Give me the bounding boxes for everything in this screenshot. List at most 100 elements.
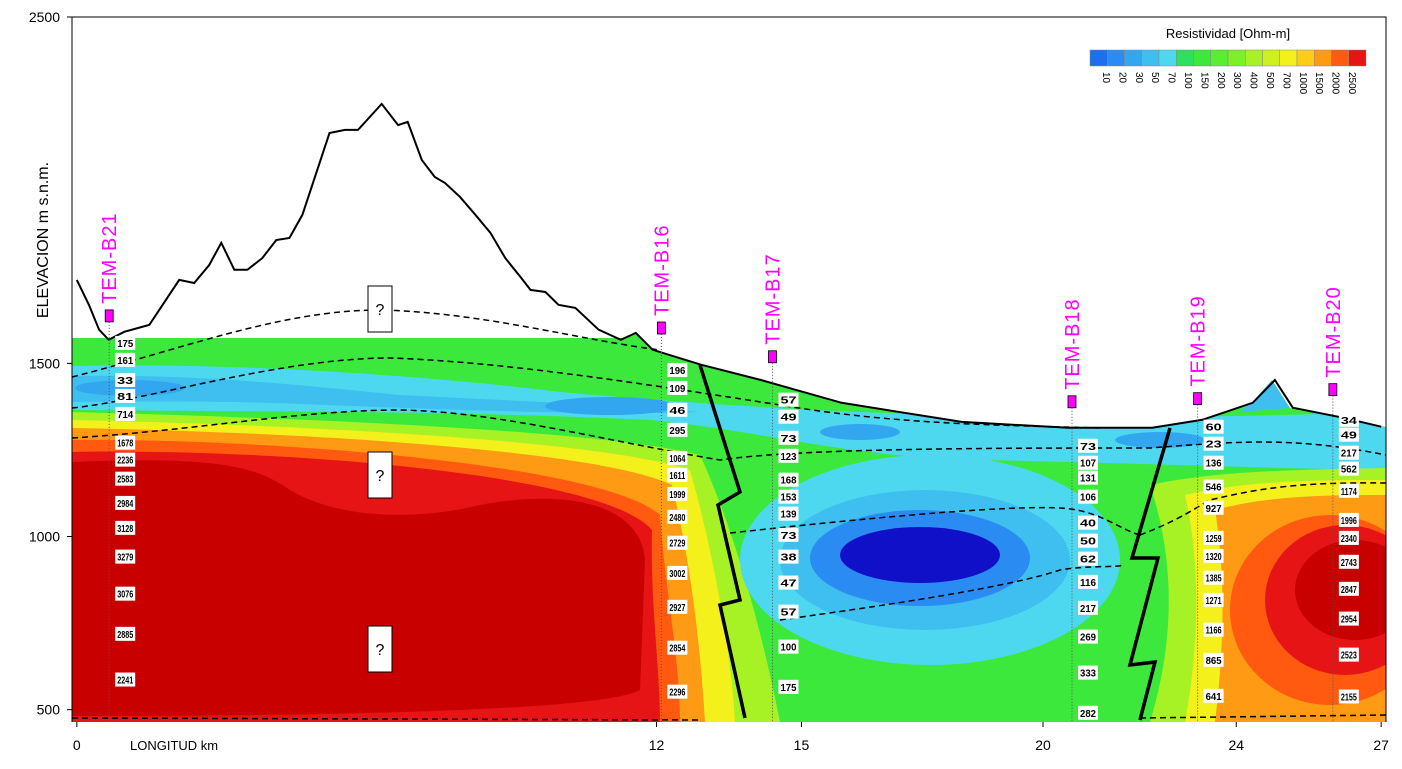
colorbar-tick-label: 1500 [1313, 72, 1324, 95]
value-box [667, 565, 688, 580]
colorbar-tick-label: 10 [1100, 72, 1111, 84]
value-box [667, 422, 688, 437]
station: TEM-B16 196 109 46 295 1064 1611 1999 2480 2729 30… [651, 225, 688, 722]
value-box [778, 472, 799, 487]
station: TEM-B21 175 161 33 81 714 1678 2236 2583 2984 3128… [99, 212, 136, 722]
value-label: 2743 [1341, 558, 1357, 569]
value-label: 23 [1206, 440, 1223, 451]
value-box [1203, 652, 1224, 667]
value-label: 1271 [1206, 596, 1222, 607]
value-label: 107 [1080, 459, 1096, 470]
value-box [778, 409, 799, 424]
value-box [667, 402, 688, 417]
value-box [1338, 581, 1359, 596]
x-axis-label: LONGITUD km [130, 738, 218, 753]
value-label: 73 [780, 434, 797, 445]
fault-line [698, 364, 747, 719]
x-tick-label: 27 [1373, 737, 1389, 753]
value-label: 2236 [117, 456, 133, 467]
colorbar-swatch [1348, 49, 1367, 67]
annotation: ? [376, 302, 385, 319]
value-label: 1166 [1206, 626, 1222, 637]
faults [698, 364, 1172, 721]
value-box [667, 509, 688, 524]
value-label: 175 [117, 339, 133, 350]
x-tick-label: 20 [1035, 737, 1051, 753]
value-box [115, 372, 136, 387]
value-box [1077, 489, 1098, 504]
value-box [1203, 419, 1224, 434]
colorbar-tick-label: 200 [1215, 72, 1226, 89]
value-box [778, 506, 799, 521]
station-marker [656, 321, 666, 335]
value-label: 116 [1080, 578, 1096, 589]
station-marker [768, 350, 777, 364]
station-marker [104, 309, 114, 323]
boundary-line [71, 357, 1101, 429]
value-box [115, 352, 136, 367]
section-fill [1115, 432, 1205, 448]
value-label: 40 [1080, 519, 1097, 530]
x-tick-label: 12 [649, 737, 665, 753]
section-fill [1240, 380, 1290, 412]
colorbar-tick-label: 50 [1149, 72, 1160, 84]
value-label: 2847 [1341, 585, 1357, 596]
value-label: 2340 [1341, 534, 1357, 545]
value-box [1203, 455, 1224, 470]
boundary-line [71, 409, 1387, 461]
colorbar-swatch [1124, 49, 1142, 67]
value-label: 2954 [1341, 615, 1357, 626]
value-box [1077, 600, 1098, 615]
value-label: 217 [1080, 604, 1096, 615]
value-label: 175 [780, 683, 796, 694]
colorbar-tick-label: 2000 [1330, 72, 1341, 95]
station-label: TEM-B19 [1188, 295, 1210, 386]
resistivity-section [72, 333, 1386, 722]
value-label: 153 [780, 493, 796, 504]
value-box [667, 640, 688, 655]
colorbar-swatch [1227, 49, 1246, 67]
value-label: 3002 [669, 569, 685, 580]
value-box [667, 362, 688, 377]
value-label: 1385 [1206, 574, 1222, 585]
value-label: 1999 [669, 490, 685, 501]
value-label: 2927 [669, 603, 685, 614]
y-tick-label: 500 [37, 702, 61, 718]
value-label: 100 [780, 643, 796, 654]
value-box [115, 435, 136, 450]
value-box [1077, 629, 1098, 644]
value-box [778, 489, 799, 504]
boundary-line [779, 564, 1126, 621]
value-label: 57 [780, 396, 797, 407]
value-label: 33 [117, 376, 134, 387]
value-label: 2523 [1341, 651, 1357, 662]
value-box [1077, 515, 1098, 530]
station: TEM-B18 73 107 131 106 40 50 62 116 217 269 333 282 [1062, 298, 1098, 722]
value-label: 546 [1206, 483, 1222, 494]
value-label: 333 [1080, 669, 1096, 680]
value-label: 168 [780, 476, 796, 487]
value-label: 282 [1080, 709, 1096, 720]
colorbar-tick-label: 70 [1166, 72, 1177, 84]
value-box [1338, 689, 1359, 704]
value-box [115, 335, 136, 350]
value-label: 123 [780, 452, 796, 463]
boundary-line [71, 714, 1387, 721]
value-box [778, 527, 799, 542]
value-box [1338, 445, 1359, 460]
value-label: 49 [780, 413, 797, 424]
station-label: TEM-B20 [1323, 286, 1345, 377]
value-label: 57 [780, 608, 797, 619]
colorbar-title: Resistividad [Ohm-m] [1166, 26, 1290, 41]
value-label: 49 [1341, 431, 1358, 442]
colorbar-swatch [1176, 49, 1194, 67]
value-box [115, 586, 136, 601]
annotation-box [367, 451, 393, 499]
x-tick-label: 15 [794, 737, 810, 753]
value-label: 2885 [117, 630, 133, 641]
value-label: 2583 [117, 475, 133, 486]
value-box [1338, 483, 1359, 498]
axis-frame [71, 16, 1387, 722]
value-box [667, 486, 688, 501]
